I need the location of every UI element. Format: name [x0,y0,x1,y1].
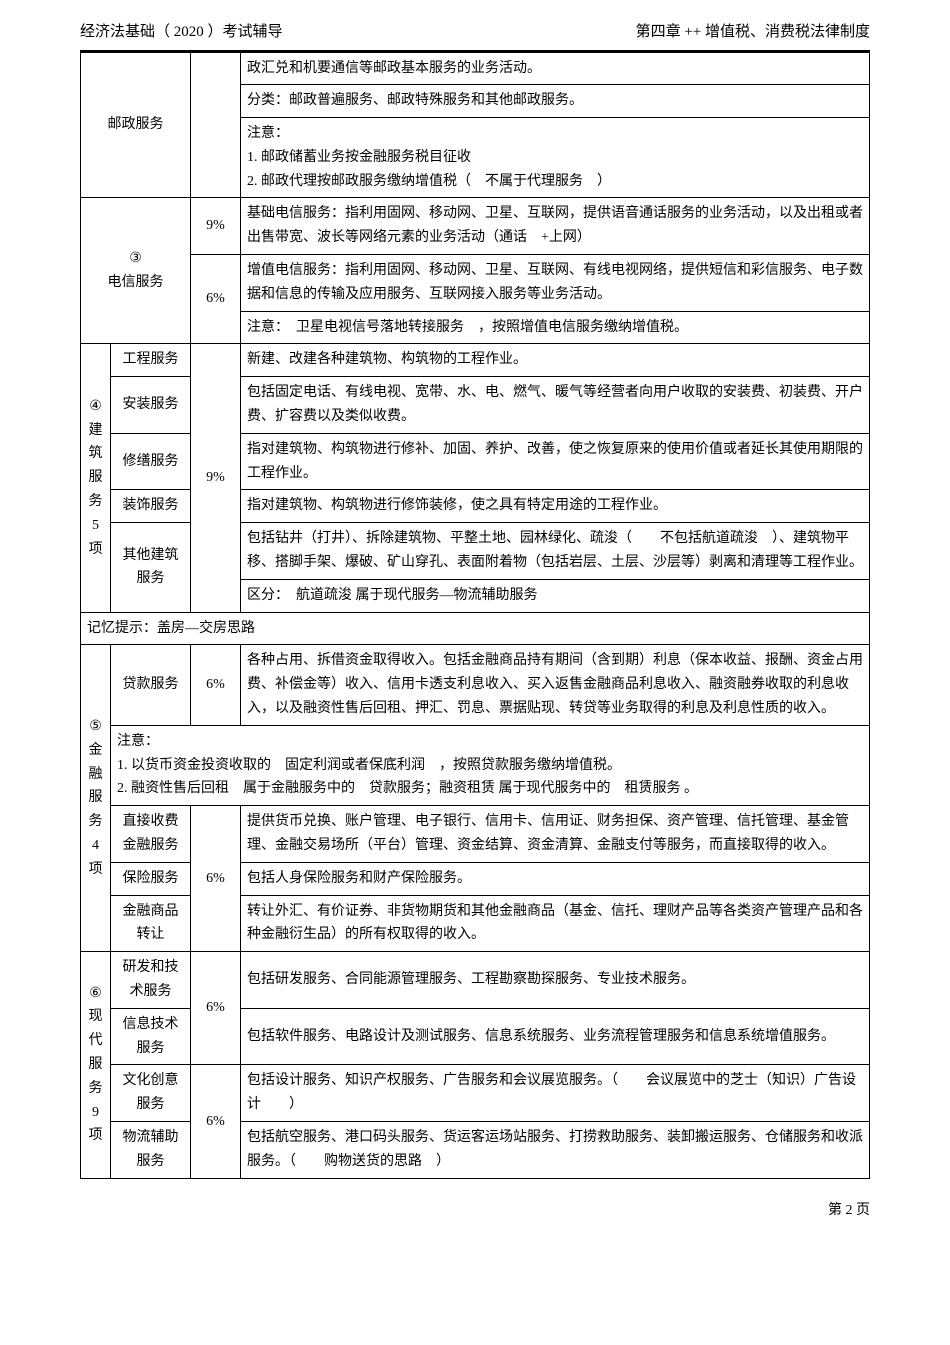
desc-cell: 包括设计服务、知识产权服务、广告服务和会议展览服务。（ 会议展览中的芝士（知识）… [241,1065,870,1122]
sub-label: 其他建筑服务 [111,523,191,612]
desc-cell: 指对建筑物、构筑物进行修饰装修，使之具有特定用途的工程作业。 [241,490,870,523]
rate-cell [191,52,241,198]
sub-label: 贷款服务 [111,645,191,725]
table-row: 注意： 1. 以货币资金投资收取的 固定利润或者保底利润 ，按照贷款服务缴纳增值… [81,725,870,805]
category-telecom: ③ 电信服务 [81,198,191,344]
table-row: ⑥ 现 代 服 务 9 项 研发和技术服务 6% 包括研发服务、合同能源管理服务… [81,952,870,1009]
rate-cell: 6% [191,645,241,725]
note-cell: 注意： 1. 以货币资金投资收取的 固定利润或者保底利润 ，按照贷款服务缴纳增值… [111,725,870,805]
table-row: 6% 增值电信服务：指利用固网、移动网、卫星、互联网、有线电视网络，提供短信和彩… [81,255,870,312]
category-num-construction: ④ 建 筑 服 务 5 项 [81,344,111,612]
desc-cell: 包括固定电话、有线电视、宽带、水、电、燃气、暖气等经营者向用户收取的安装费、初装… [241,377,870,434]
sub-label: 修缮服务 [111,433,191,490]
header-right: 第四章 ++ 增值税、消费税法律制度 [636,20,870,46]
rate-cell: 9% [191,344,241,612]
desc-cell: 各种占用、拆借资金取得收入。包括金融商品持有期间（含到期）利息（保本收益、报酬、… [241,645,870,725]
rate-cell: 6% [191,806,241,952]
desc-cell: 分类：邮政普遍服务、邮政特殊服务和其他邮政服务。 [241,85,870,118]
sub-label: 装饰服务 [111,490,191,523]
desc-cell: 包括研发服务、合同能源管理服务、工程勘察勘探服务、专业技术服务。 [241,952,870,1009]
rate-cell: 6% [191,952,241,1065]
desc-cell: 注意： 卫星电视信号落地转接服务 ，按照增值电信服务缴纳增值税。 [241,311,870,344]
desc-cell: 提供货币兑换、账户管理、电子银行、信用卡、信用证、财务担保、资产管理、信托管理、… [241,806,870,863]
table-row: ⑤ 金 融 服 务 4 项 贷款服务 6% 各种占用、拆借资金取得收入。包括金融… [81,645,870,725]
cat-label: 电信服务 [108,275,164,290]
table-row: ③ 电信服务 9% 基础电信服务：指利用固网、移动网、卫星、互联网，提供语音通话… [81,198,870,255]
rate-cell: 6% [191,255,241,344]
desc-cell: 注意： 1. 邮政储蓄业务按金融服务税目征收 2. 邮政代理按邮政服务缴纳增值税… [241,118,870,198]
sub-label: 安装服务 [111,377,191,434]
header-left: 经济法基础（ 2020 ）考试辅导 [80,20,283,46]
desc-cell: 新建、改建各种建筑物、构筑物的工程作业。 [241,344,870,377]
category-num-modern: ⑥ 现 代 服 务 9 项 [81,952,111,1178]
sub-label: 文化创意服务 [111,1065,191,1122]
sub-label: 研发和技术服务 [111,952,191,1009]
sub-label: 工程服务 [111,344,191,377]
desc-cell: 指对建筑物、构筑物进行修补、加固、养护、改善，使之恢复原来的使用价值或者延长其使… [241,433,870,490]
sub-label: 信息技术服务 [111,1008,191,1065]
memo-cell: 记忆提示：盖房—交房思路 [81,612,870,645]
sub-label: 金融商品转让 [111,895,191,952]
rate-cell: 6% [191,1065,241,1178]
main-table: 邮政服务 政汇兑和机要通信等邮政基本服务的业务活动。 分类：邮政普遍服务、邮政特… [80,52,870,1179]
page-footer: 第 2 页 [80,1199,870,1223]
table-row: 邮政服务 政汇兑和机要通信等邮政基本服务的业务活动。 [81,52,870,85]
page-header: 经济法基础（ 2020 ）考试辅导 第四章 ++ 增值税、消费税法律制度 [80,20,870,52]
num-label: ③ [129,251,142,266]
desc-cell: 基础电信服务：指利用固网、移动网、卫星、互联网，提供语音通话服务的业务活动，以及… [241,198,870,255]
category-postal: 邮政服务 [81,52,191,198]
table-row: 文化创意服务 6% 包括设计服务、知识产权服务、广告服务和会议展览服务。（ 会议… [81,1065,870,1122]
sub-label: 物流辅助服务 [111,1121,191,1178]
table-row: ④ 建 筑 服 务 5 项 工程服务 9% 新建、改建各种建筑物、构筑物的工程作… [81,344,870,377]
category-num-finance: ⑤ 金 融 服 务 4 项 [81,645,111,952]
desc-cell: 区分： 航道疏浚 属于现代服务—物流辅助服务 [241,579,870,612]
rate-cell: 9% [191,198,241,255]
table-row: 直接收费金融服务 6% 提供货币兑换、账户管理、电子银行、信用卡、信用证、财务担… [81,806,870,863]
desc-cell: 转让外汇、有价证券、非货物期货和其他金融商品（基金、信托、理财产品等各类资产管理… [241,895,870,952]
desc-cell: 包括航空服务、港口码头服务、货运客运场站服务、打捞救助服务、装卸搬运服务、仓储服… [241,1121,870,1178]
sub-label: 直接收费金融服务 [111,806,191,863]
desc-cell: 包括软件服务、电路设计及测试服务、信息系统服务、业务流程管理服务和信息系统增值服… [241,1008,870,1065]
sub-label: 保险服务 [111,862,191,895]
desc-cell: 增值电信服务：指利用固网、移动网、卫星、互联网、有线电视网络，提供短信和彩信服务… [241,255,870,312]
desc-cell: 包括人身保险服务和财产保险服务。 [241,862,870,895]
desc-cell: 政汇兑和机要通信等邮政基本服务的业务活动。 [241,52,870,85]
desc-cell: 包括钻井（打井）、拆除建筑物、平整土地、园林绿化、疏浚（ 不包括航道疏浚 ）、建… [241,523,870,580]
memo-row: 记忆提示：盖房—交房思路 [81,612,870,645]
